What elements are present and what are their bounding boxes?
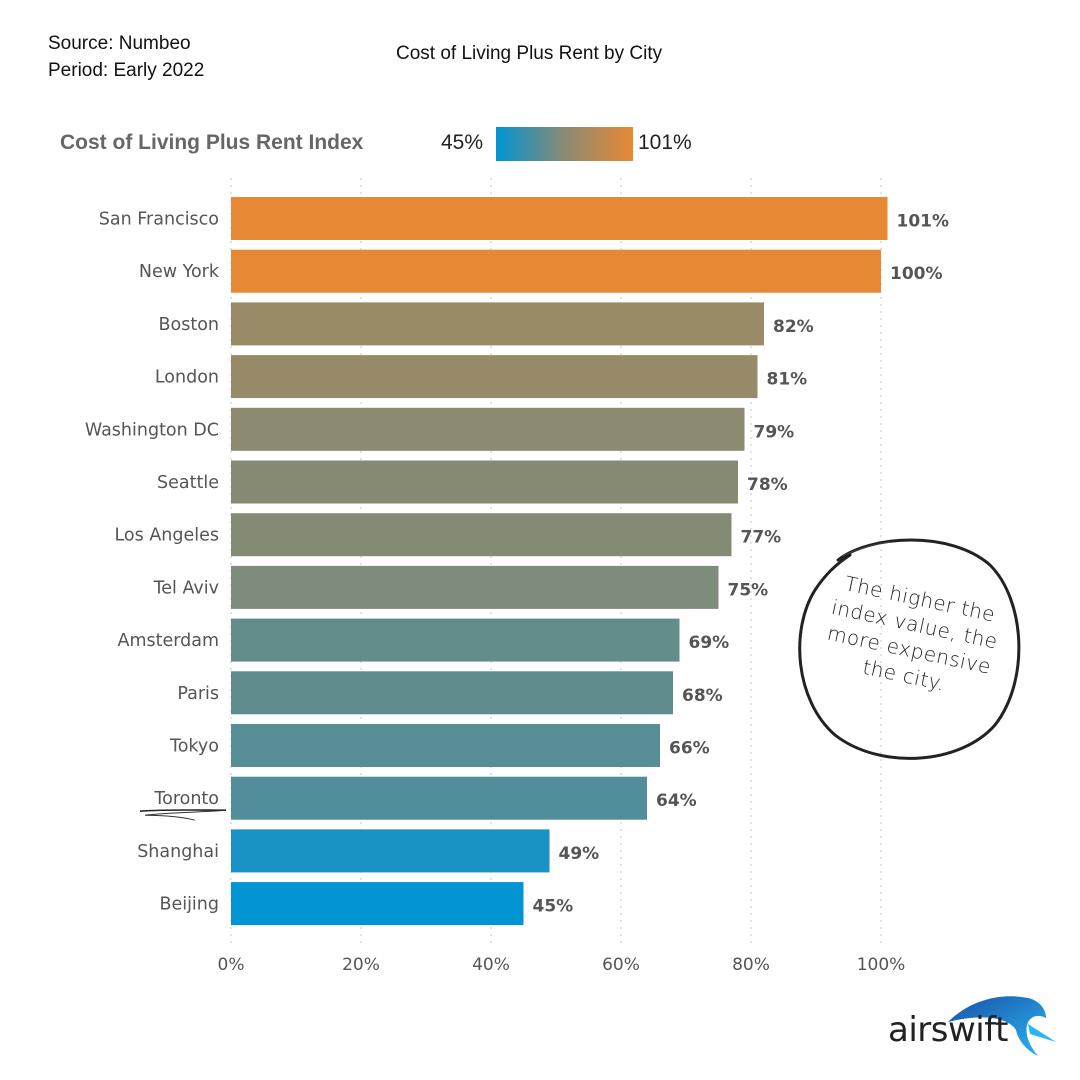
category-labels: San Francisco New York Boston London Washing…: [85, 210, 220, 915]
legend-min-label: 45%: [441, 131, 484, 154]
value-label: 79%: [754, 422, 795, 442]
legend-title: Cost of Living Plus Rent Index: [60, 131, 364, 154]
chart-title: Cost of Living Plus Rent by City: [396, 43, 663, 64]
toronto-underline-scribble: [139, 809, 227, 821]
category-label: Tel Aviv: [153, 578, 219, 598]
value-label: 82%: [773, 317, 814, 337]
x-tick-label: 60%: [602, 955, 640, 975]
bar: [231, 724, 660, 767]
category-label: Toronto: [153, 789, 219, 809]
x-tick-label: 80%: [732, 955, 770, 975]
category-label: London: [155, 368, 219, 388]
value-labels: 101% 100% 82% 81% 79% 78% 77% 75% 69% 68% 66% 64% 49…: [533, 212, 950, 917]
x-tick-label: 100%: [857, 955, 906, 975]
category-label: San Francisco: [99, 210, 219, 230]
value-label: 78%: [747, 475, 788, 495]
bar: [231, 197, 888, 240]
bar: [231, 618, 680, 662]
x-axis-ticks: 0% 20% 40% 60% 80% 100%: [218, 955, 906, 975]
value-label: 100%: [890, 264, 943, 284]
legend-gradient-bar: [496, 127, 633, 161]
bar: [231, 407, 745, 451]
bar: [231, 355, 758, 399]
category-label: Boston: [159, 315, 220, 335]
annotation-circle: [798, 538, 1021, 760]
value-label: 64%: [656, 791, 697, 811]
category-label: Beijing: [159, 895, 219, 915]
source-info: Source: Numbeo Period: Early 2022: [48, 30, 204, 84]
value-label: 49%: [559, 844, 600, 864]
category-label: Paris: [177, 684, 219, 704]
airswift-logo-text: airswift: [888, 1010, 1008, 1050]
category-label: Tokyo: [169, 737, 219, 757]
bar: [231, 249, 881, 293]
bar: [231, 460, 738, 504]
bar: [231, 829, 550, 873]
value-label: 66%: [669, 739, 710, 759]
value-label: 45%: [533, 897, 574, 917]
x-tick-label: 0%: [218, 955, 245, 975]
x-tick-label: 40%: [472, 955, 510, 975]
category-label: Washington DC: [85, 420, 219, 440]
value-label: 69%: [689, 633, 730, 653]
category-label: Amsterdam: [117, 631, 219, 651]
legend-max-label: 101%: [638, 131, 692, 154]
period-label: Period: Early 2022: [48, 60, 205, 81]
bar: [231, 776, 647, 820]
bar: [231, 302, 764, 346]
category-label: Seattle: [157, 473, 219, 493]
bar: [231, 513, 732, 557]
value-label: 101%: [897, 212, 950, 232]
value-label: 81%: [767, 370, 808, 390]
value-label: 68%: [682, 686, 723, 706]
value-label: 77%: [741, 528, 782, 548]
underline-stroke: [139, 809, 227, 812]
airswift-swift-icon: [948, 996, 1056, 1056]
category-label: Shanghai: [137, 842, 219, 862]
category-label: New York: [139, 262, 220, 282]
bar: [231, 671, 673, 715]
value-label: 75%: [728, 580, 769, 600]
category-label: Los Angeles: [114, 526, 219, 546]
x-tick-label: 20%: [342, 955, 380, 975]
underline-stroke: [144, 809, 227, 821]
bar: [231, 565, 719, 609]
bars: [231, 197, 888, 926]
bar: [231, 882, 524, 926]
source-label: Source: Numbeo: [48, 33, 191, 54]
